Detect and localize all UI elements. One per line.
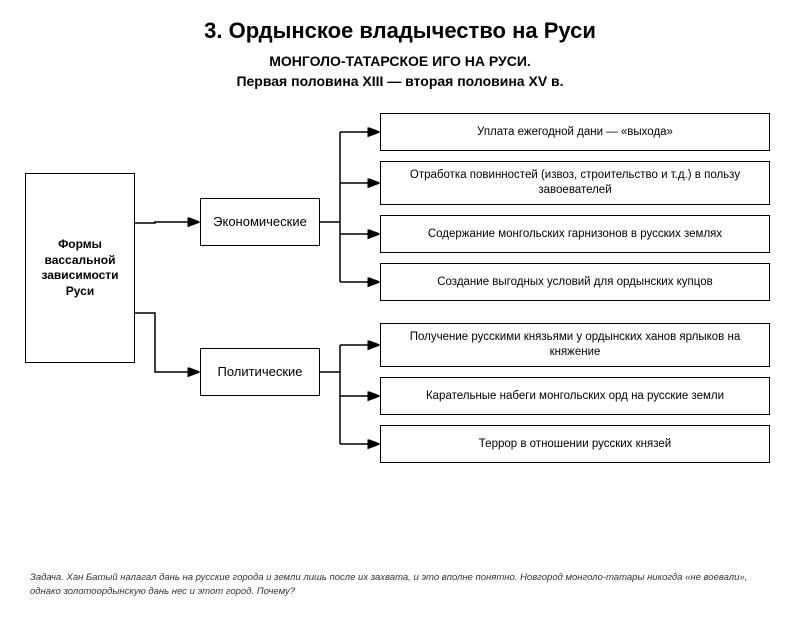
footnote-label: Задача. [30, 572, 64, 583]
footnote: Задача. Хан Батый налагал дань на русски… [30, 571, 770, 598]
page-subtitle: МОНГОЛО-ТАТАРСКОЕ ИГО НА РУСИ. Первая по… [0, 52, 800, 91]
connectors [20, 113, 780, 493]
flowchart-diagram: Формы вассальной зависимости Руси Эконом… [20, 113, 780, 493]
subtitle-line-2: Первая половина XIII — вторая половина X… [236, 73, 563, 89]
footnote-text: Хан Батый налагал дань на русские города… [30, 572, 747, 596]
page-title: 3. Ордынское владычество на Руси [0, 18, 800, 44]
subtitle-line-1: МОНГОЛО-ТАТАРСКОЕ ИГО НА РУСИ. [269, 53, 531, 69]
